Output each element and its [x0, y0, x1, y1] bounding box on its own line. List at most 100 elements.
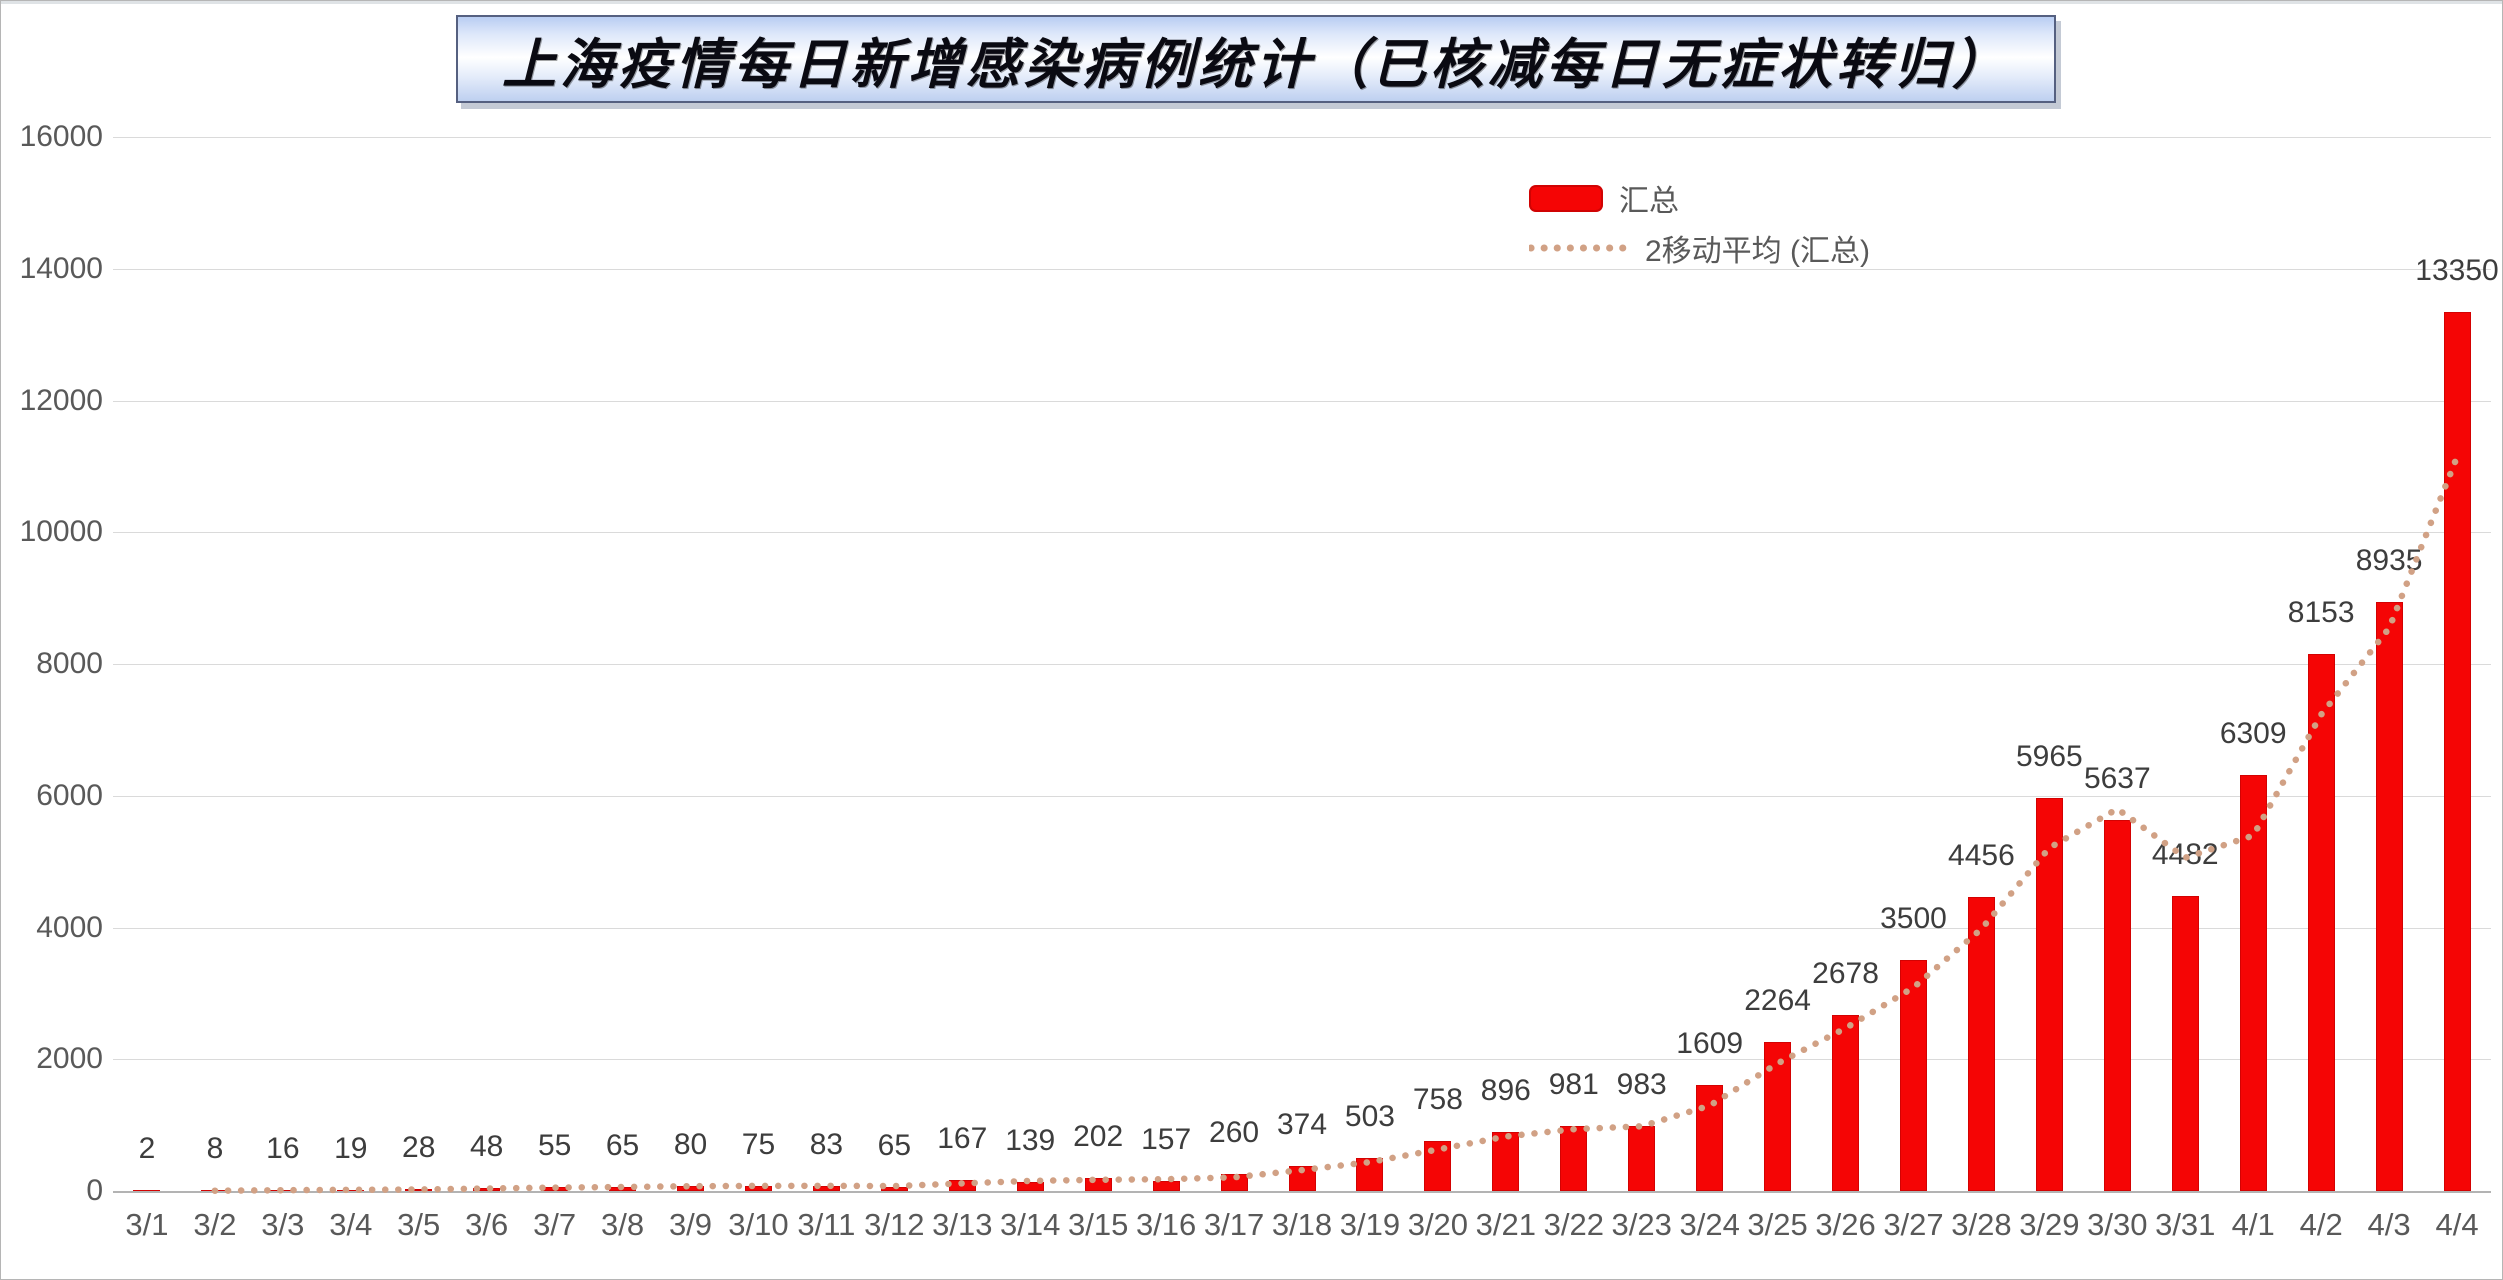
- data-label-3/8: 65: [605, 1128, 640, 1162]
- bar-3/30: [2103, 819, 2131, 1191]
- y-axis-tick-label: 14000: [19, 251, 103, 285]
- data-label-3/20: 758: [1412, 1083, 1463, 1117]
- x-axis-tick-label: 3/1: [125, 1207, 169, 1242]
- x-axis-tick-label: 3/25: [1747, 1207, 1808, 1242]
- legend-item-moving-average: 2移动平均 (汇总): [1529, 231, 1870, 268]
- bar-3/11: [812, 1185, 840, 1191]
- data-label-3/1: 2: [138, 1132, 156, 1165]
- x-axis-tick-label: 4/4: [2435, 1207, 2479, 1242]
- bar-3/23: [1628, 1126, 1656, 1191]
- bar-4/2: [2307, 653, 2335, 1191]
- legend-label-total: 汇总: [1619, 185, 1679, 218]
- x-axis-tick-label: 3/6: [465, 1207, 509, 1242]
- data-label-3/26: 2678: [1812, 956, 1879, 990]
- legend-label-moving-average: 2移动平均 (汇总): [1645, 235, 1870, 268]
- x-axis-tick-label: 3/26: [1815, 1207, 1876, 1242]
- data-label-3/16: 157: [1141, 1122, 1192, 1156]
- data-label-3/15: 202: [1073, 1119, 1124, 1153]
- x-axis-tick-label: 3/12: [864, 1207, 925, 1242]
- bar-3/26: [1832, 1014, 1860, 1191]
- data-label-3/22: 981: [1548, 1068, 1599, 1102]
- x-axis-tick-label: 3/14: [1000, 1207, 1061, 1242]
- x-axis-tick-label: 3/17: [1203, 1207, 1265, 1242]
- x-axis-tick-label: 3/19: [1339, 1207, 1401, 1242]
- plot-area: 2 8 16 19 28 48 55 65 80 75 83 65 167 139 202 157 260 374…: [113, 137, 2499, 1194]
- data-label-3/18: 374: [1276, 1108, 1328, 1142]
- data-label-3/28: 4456: [1948, 839, 2015, 873]
- data-label-3/25: 2264: [1744, 983, 1811, 1017]
- gridline: [113, 532, 2491, 534]
- y-axis-tick-label: 12000: [19, 383, 103, 417]
- bar-3/17: [1220, 1173, 1248, 1191]
- bar-3/21: [1492, 1131, 1520, 1191]
- data-label-4/4: 13350: [2415, 253, 2499, 287]
- data-label-3/2: 8: [206, 1132, 224, 1165]
- data-label-3/4: 19: [334, 1131, 368, 1165]
- gridline: [113, 1059, 2491, 1061]
- x-axis-tick-label: 4/3: [2367, 1207, 2411, 1242]
- gridline: [113, 268, 2491, 270]
- bar-4/3: [2375, 602, 2403, 1191]
- bar-3/6: [473, 1187, 501, 1191]
- x-axis-tick-label: 3/16: [1135, 1207, 1197, 1242]
- y-axis-tick-label: 16000: [19, 120, 103, 153]
- data-label-3/10: 75: [741, 1128, 776, 1162]
- bar-3/4: [337, 1189, 365, 1191]
- y-axis-tick-label: 4000: [36, 910, 103, 944]
- data-label-3/7: 55: [537, 1129, 572, 1163]
- x-axis-tick-label: 3/23: [1611, 1207, 1672, 1242]
- data-label-3/29: 5965: [2015, 740, 2083, 774]
- moving-average-line-swatch: [1529, 244, 1629, 252]
- data-label-3/24: 1609: [1676, 1027, 1744, 1061]
- x-axis-tick-label: 3/22: [1543, 1207, 1604, 1242]
- bar-3/29: [2035, 798, 2063, 1191]
- gridline: [113, 1191, 2491, 1193]
- bar-3/16: [1152, 1180, 1180, 1191]
- legend: 汇总 2移动平均 (汇总): [1529, 181, 1870, 268]
- data-label-3/9: 80: [673, 1127, 708, 1161]
- x-axis-tick-label: 3/4: [329, 1207, 373, 1242]
- x-axis-tick-label: 3/15: [1067, 1207, 1129, 1242]
- bar-3/5: [405, 1189, 433, 1191]
- data-label-3/19: 503: [1344, 1099, 1395, 1133]
- moving-average-line: [211, 453, 2461, 1194]
- bar-3/10: [744, 1186, 772, 1191]
- legend-item-total: 汇总: [1529, 181, 1870, 218]
- bar-3/22: [1560, 1126, 1588, 1191]
- y-axis-tick-label: 8000: [36, 647, 103, 680]
- total-series-swatch: [1529, 184, 1603, 212]
- data-label-3/17: 260: [1209, 1115, 1260, 1149]
- data-label-3/6: 48: [469, 1129, 504, 1163]
- x-axis-tick-label: 3/10: [728, 1207, 789, 1242]
- x-axis-tick-label: 3/24: [1679, 1207, 1740, 1242]
- x-axis-tick-label: 3/9: [668, 1207, 713, 1242]
- gridline: [113, 927, 2491, 929]
- y-axis-tick-label: 2000: [36, 1042, 103, 1076]
- bar-3/9: [677, 1185, 704, 1191]
- gridline: [113, 137, 2491, 138]
- x-axis-tick-label: 3/28: [1951, 1207, 2012, 1242]
- y-axis-tick-label: 6000: [36, 778, 103, 812]
- x-axis-tick-label: 3/21: [1475, 1207, 1536, 1242]
- bar-3/28: [1967, 897, 1995, 1191]
- data-label-3/21: 896: [1480, 1073, 1531, 1107]
- y-axis-tick-label: 0: [86, 1174, 103, 1207]
- x-axis-tick-label: 3/29: [2019, 1207, 2080, 1242]
- bar-4/4: [2443, 311, 2471, 1191]
- gridline: [113, 664, 2491, 665]
- data-label-3/13: 167: [937, 1122, 988, 1155]
- x-axis-tick-label: 3/18: [1271, 1207, 1333, 1242]
- data-label-3/23: 983: [1616, 1068, 1667, 1102]
- bar-3/31: [2171, 895, 2199, 1191]
- x-axis-tick-label: 3/13: [932, 1207, 993, 1242]
- data-label-3/12: 65: [877, 1128, 912, 1162]
- x-axis-tick-label: 3/31: [2155, 1207, 2216, 1242]
- data-label-4/1: 6309: [2219, 717, 2287, 751]
- bar-3/1: [133, 1190, 161, 1191]
- bar-4/1: [2239, 775, 2267, 1191]
- bar-3/24: [1696, 1085, 1724, 1191]
- data-label-3/5: 28: [402, 1131, 436, 1165]
- y-axis-tick-label: 10000: [19, 515, 103, 549]
- data-label-3/3: 16: [266, 1131, 300, 1165]
